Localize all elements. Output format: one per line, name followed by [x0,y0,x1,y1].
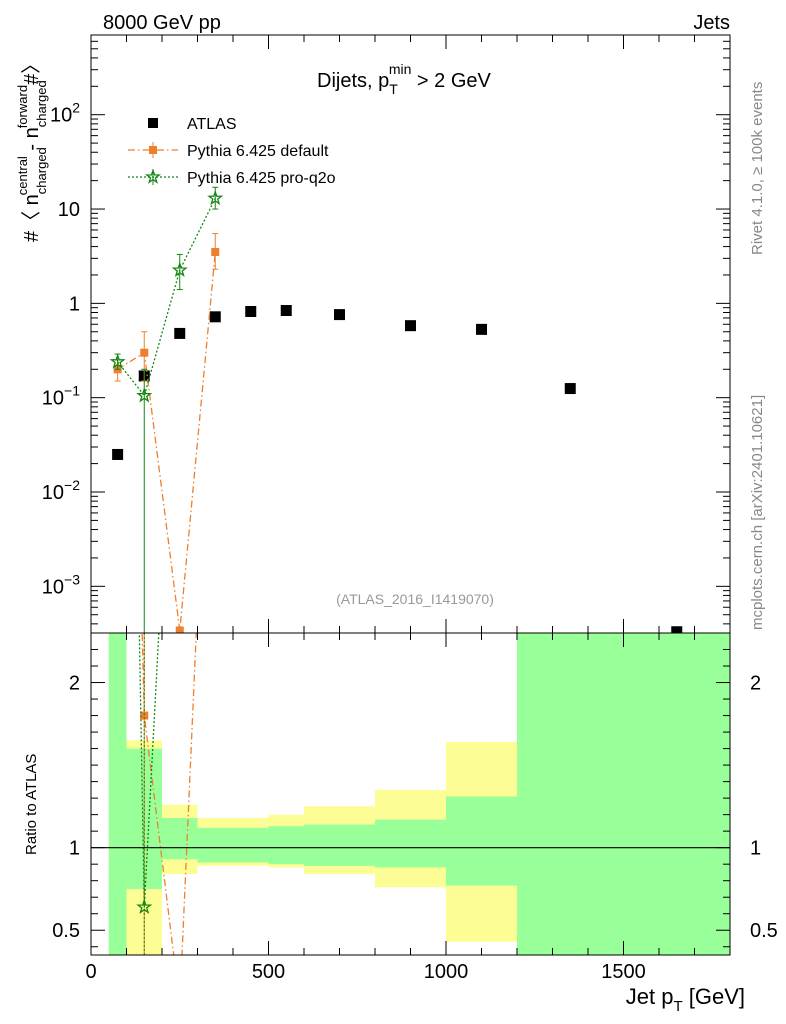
ratio-point [136,898,153,914]
y-label-close: #〉 [21,54,43,85]
x-tick-label: 1500 [601,961,646,983]
y-tick-label: 10 [58,199,80,221]
x-tick-label: 1000 [424,961,469,983]
ratio-data-clipped [136,633,197,1009]
y-axis-label: #〈 nchargedcentral - nchargedforward#〉 [15,54,49,242]
data-point [476,323,487,335]
ratio-point [176,1001,184,1009]
x-label-main: Jet p [626,984,674,1009]
data-point [112,448,124,460]
y-tick-exponent: 2 [72,100,80,116]
chart-title-tail: > 2 GeV [411,70,491,92]
y-label-sup1: central [15,156,30,195]
y-tick-base: 10 [42,482,64,504]
y-label-open: #〈 n [21,194,43,242]
ratio-y-tick-label-right: 2 [750,673,761,695]
rivet-label: Rivet 4.1.0, ≥ 100k events [749,82,766,255]
legend-label-proq2o: Pythia 6.425 pro-q2o [187,170,336,187]
ratio-band-stat [517,633,730,955]
series-2 [109,186,224,633]
ratio-band-stat [268,826,304,865]
y-tick-label: 102 [50,100,80,127]
y-label-minus: - n [21,127,43,156]
data-point [671,626,683,633]
data-point [171,261,188,278]
y-tick-label: 1 [69,293,80,315]
data-point [140,348,149,357]
analysis-tag: (ATLAS_2016_I1419070) [336,591,494,607]
ratio-y-tick-label-right: 1 [750,838,761,860]
ratio-y-axis-label: Ratio to ATLAS [23,754,40,855]
ratio-plot-bands [108,633,730,955]
y-tick-base: 10 [42,576,64,598]
x-label-sub: T [673,998,682,1015]
legend: ATLAS Pythia 6.425 default Pythia 6.425 … [128,116,336,187]
x-tick-label: 500 [252,961,285,983]
y-tick-label: 10−3 [42,571,80,598]
series-line-2 [117,198,216,398]
y-label-sub1: charged [34,147,49,194]
header-left: 8000 GeV pp [103,12,221,34]
y-tick-base: 10 [50,105,72,127]
y-tick-exponent: −3 [64,571,80,587]
ratio-series-1 [136,633,160,955]
main-plot-data [109,186,683,633]
chart-title-main: Dijets, p [317,70,389,92]
ratio-band-stat [446,796,517,886]
y-label-sup2: forward [15,85,30,128]
header-right: Jets [693,12,730,34]
series-line-1 [117,251,216,631]
x-label-tail: [GeV] [683,984,745,1009]
chart-title-sup: min [389,61,412,77]
data-point [174,327,186,339]
ratio-band-stat [108,633,127,955]
ratio-band-stat [233,827,269,863]
data-point [175,626,184,633]
series-0 [112,304,683,633]
main-plot-clipped [109,186,683,633]
legend-marker-proq2o [144,168,162,184]
ratio-band-stat [304,824,375,866]
y-tick-exponent: −1 [64,383,80,399]
data-point [209,311,221,323]
main-plot-background [91,35,730,633]
data-point [245,305,257,317]
main-plot-area [91,35,730,633]
data-point [136,387,153,403]
legend-marker-atlas [148,118,158,128]
ratio-y-tick-label: 2 [69,673,80,695]
ratio-band-stat [197,827,233,863]
ratio-bands-clipped [108,633,730,955]
ratio-y-tick-label: 0.5 [52,920,80,942]
data-point [405,320,416,332]
y-label-sub2: charged [34,80,49,127]
y-tick-label: 10−2 [42,477,80,504]
y-tick-exponent: −2 [64,477,80,493]
y-tick-label: 10−1 [42,383,80,410]
legend-marker-default [149,146,157,154]
data-point [564,383,576,395]
ratio-plot-axes: 0.5 0.5 1 1 2 2 0 500 1000 1500 [52,632,778,983]
data-point [211,248,220,257]
ratio-band-stat [162,817,198,860]
mcplots-label: mcplots.cern.ch [arXiv:2401.10621] [749,395,766,630]
legend-label-atlas: ATLAS [187,116,237,133]
data-point [207,189,224,206]
ratio-plot-data [136,633,197,1009]
chart-title: Dijets, pTmin > 2 GeV [317,61,492,97]
ratio-band-stat [375,819,446,868]
data-point [109,353,126,369]
y-tick-base: 10 [42,388,64,410]
ratio-y-tick-label-right: 0.5 [750,920,778,942]
ratio-point [140,711,149,720]
data-point [334,309,345,321]
legend-label-default: Pythia 6.425 default [187,143,329,160]
x-tick-label: 0 [85,961,96,983]
x-axis-label: Jet pT [GeV] [626,984,745,1015]
data-point [280,304,292,316]
ratio-y-tick-label: 1 [69,838,80,860]
chart-title-sub: T [389,81,398,97]
